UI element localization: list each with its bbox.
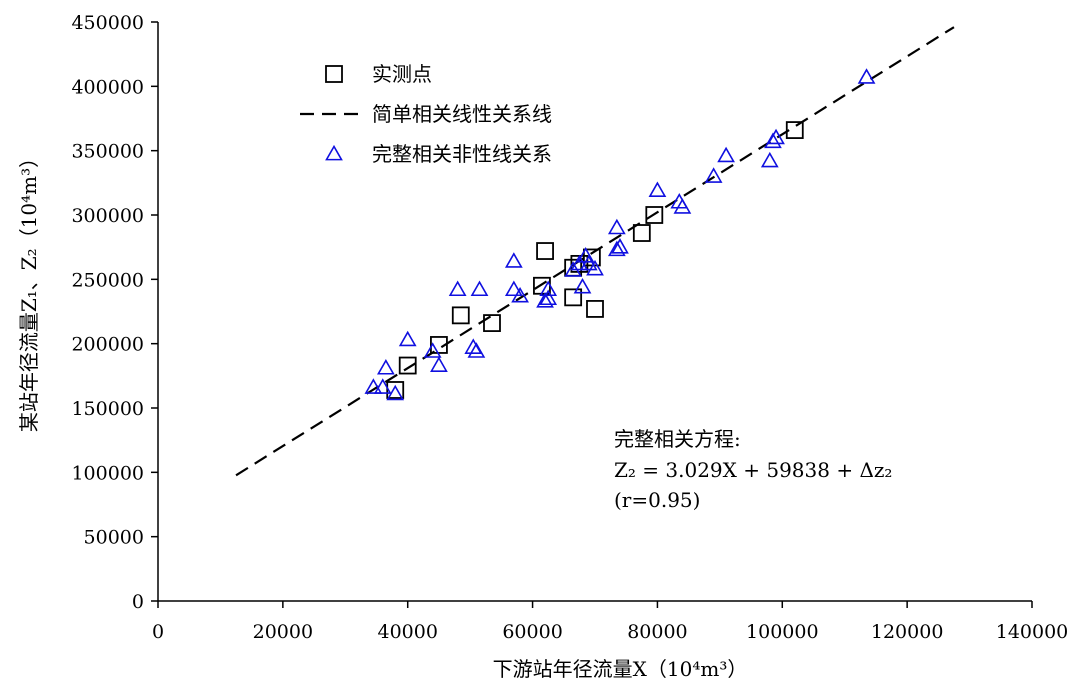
x-tick-label: 40000 [377, 621, 437, 643]
triangle-point [398, 330, 417, 347]
triangle-point [364, 378, 383, 394]
triangle-point [586, 259, 604, 276]
y-tick-label: 350000 [71, 141, 144, 163]
legend-label: 实测点 [372, 62, 432, 86]
legend-triangle-marker [325, 144, 343, 161]
y-tick-label: 400000 [71, 76, 144, 98]
y-tick-label: 100000 [71, 462, 144, 484]
triangle-point [430, 356, 448, 372]
measured-point [586, 300, 604, 318]
triangle-point [376, 359, 395, 375]
equation-title: 完整相关方程: [614, 427, 741, 451]
triangle-point [373, 378, 392, 394]
triangle-point [470, 280, 489, 297]
axes: 0500001000001500002000002500003000003500… [71, 12, 1068, 643]
x-tick-label: 140000 [996, 621, 1069, 643]
triangle-point [570, 254, 589, 271]
measured-point [398, 356, 417, 375]
plot-area [235, 26, 955, 477]
legend-label: 简单相关线性关系线 [372, 102, 552, 126]
triangle-point [573, 277, 592, 294]
measured-point [536, 242, 554, 260]
triangle-point [536, 292, 554, 308]
regression-line [235, 26, 955, 477]
triangle-point [611, 238, 629, 254]
triangle-point [448, 280, 467, 297]
y-axis-title: 某站年径流量Z₁、Z₂（10⁴m³） [17, 148, 41, 432]
triangle-point [423, 342, 442, 358]
y-tick-label: 300000 [71, 205, 144, 227]
y-tick-label: 50000 [84, 527, 144, 549]
equation-formula: Z₂ = 3.029X + 59838 + Δz₂ [614, 458, 892, 482]
measured-point [430, 336, 448, 354]
triangle-point [467, 342, 486, 358]
triangle-point [386, 384, 405, 401]
triangle-point [717, 146, 735, 163]
x-tick-label: 60000 [502, 621, 562, 643]
triangle-point [767, 128, 785, 145]
triangle-point [607, 240, 626, 257]
equation-annotation: 完整相关方程: Z₂ = 3.029X + 59838 + Δz₂ (r=0.9… [614, 427, 892, 512]
measured-point [451, 306, 470, 325]
y-tick-label: 0 [132, 591, 144, 613]
triangle-point [704, 167, 723, 183]
triangle-point [579, 254, 598, 271]
x-axis-title: 下游站年径流量X（10⁴m³） [493, 657, 748, 681]
measured-point [645, 206, 664, 224]
triangle-point [760, 151, 779, 168]
x-tick-label: 0 [152, 621, 164, 643]
measured-point [564, 288, 583, 307]
y-tick-label: 200000 [71, 334, 144, 356]
triangle-point [504, 252, 523, 268]
x-tick-label: 100000 [746, 621, 819, 643]
triangle-point [504, 280, 523, 297]
y-tick-label: 450000 [71, 12, 144, 34]
measured-point [483, 314, 501, 332]
x-tick-label: 80000 [627, 621, 687, 643]
triangle-point [539, 280, 558, 297]
triangle-point [607, 218, 626, 235]
y-tick-label: 150000 [71, 398, 144, 420]
legend-square-marker [325, 65, 343, 83]
measured-point [632, 224, 651, 242]
x-tick-label: 120000 [871, 621, 944, 643]
equation-r-value: (r=0.95) [614, 488, 700, 512]
measured-point [785, 121, 804, 139]
triangle-point [673, 198, 692, 214]
measured-point [386, 381, 405, 399]
triangle-point [648, 181, 667, 197]
triangle-point [857, 68, 876, 84]
y-tick-label: 250000 [71, 269, 144, 291]
triangle-point [511, 286, 529, 303]
x-tick-label: 20000 [253, 621, 313, 643]
triangle-point [539, 289, 558, 306]
legend-label: 完整相关非性线关系 [372, 142, 552, 166]
